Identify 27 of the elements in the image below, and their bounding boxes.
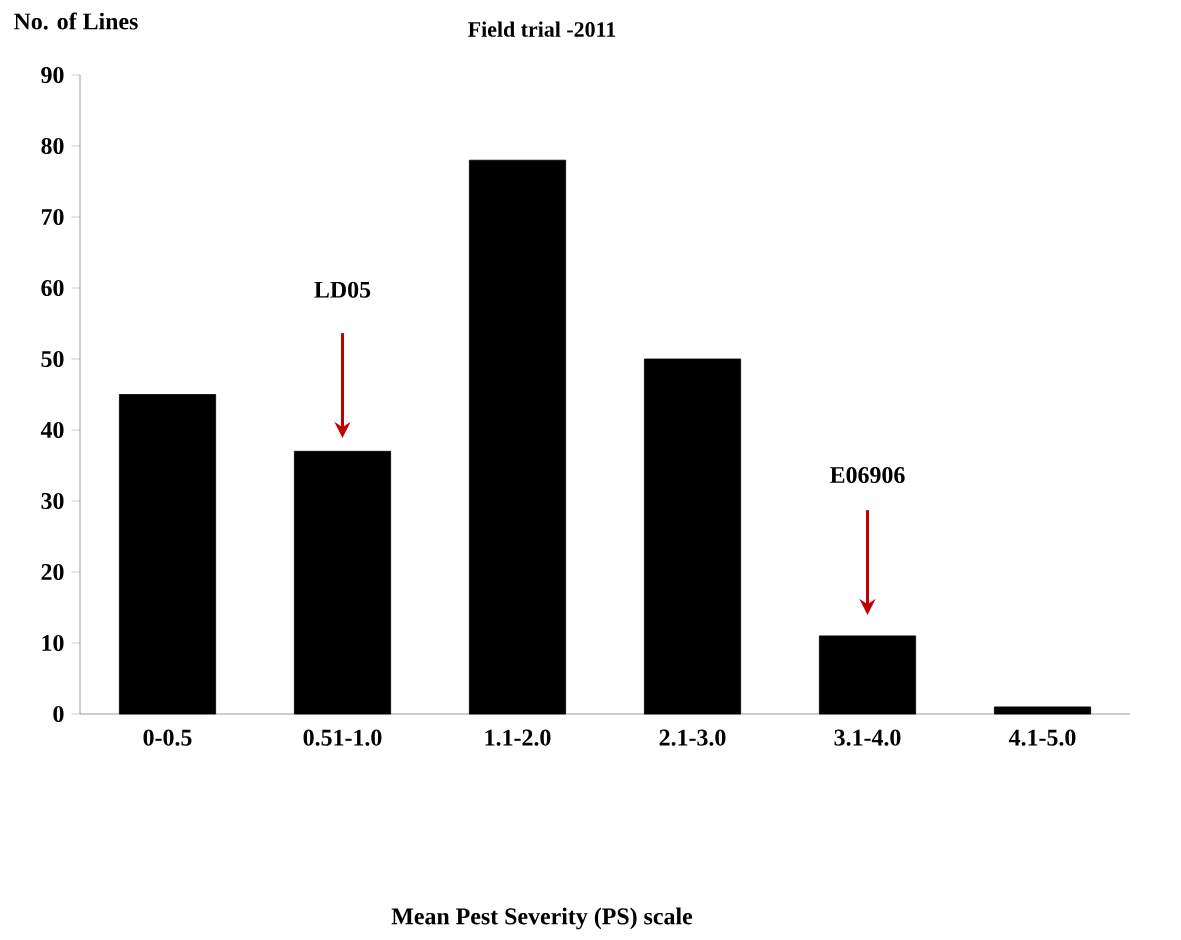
bar [118,394,217,715]
y-tick-label: 10 [42,634,64,652]
bar [818,635,917,715]
bar [643,358,742,715]
bar [293,450,392,715]
y-tick-label: 60 [41,279,64,297]
annotation: E06906 [830,466,905,484]
bar [468,159,567,715]
y-axis-title: No. of Lines [14,12,138,30]
y-tick-label: 70 [41,208,64,226]
x-tick-label: 3.1-4.0 [834,729,901,746]
x-tick-label: 1.1-2.0 [485,729,551,746]
annotation: LD05 [314,281,371,298]
x-tick-label: 0.51-1.0 [303,729,382,746]
y-tick-label: 40 [40,421,64,439]
x-tick-label: 2.1-3.0 [659,729,726,746]
chart-title: Field trial -2011 [468,21,616,37]
y-tick-label: 20 [41,563,64,581]
y-tick-label: 50 [41,350,64,368]
y-tick-label: 30 [41,492,64,510]
text: Mean Pest Severity (PS) scale [391,907,693,930]
y-tick-label: 90 [41,66,64,84]
bar [993,706,1092,715]
y-tick-label: 80 [41,137,64,155]
x-tick-label: 0-0.5 [143,729,192,746]
y-tick-label: 0 [53,705,64,723]
x-tick-label: 4.1-5.0 [1008,729,1076,746]
